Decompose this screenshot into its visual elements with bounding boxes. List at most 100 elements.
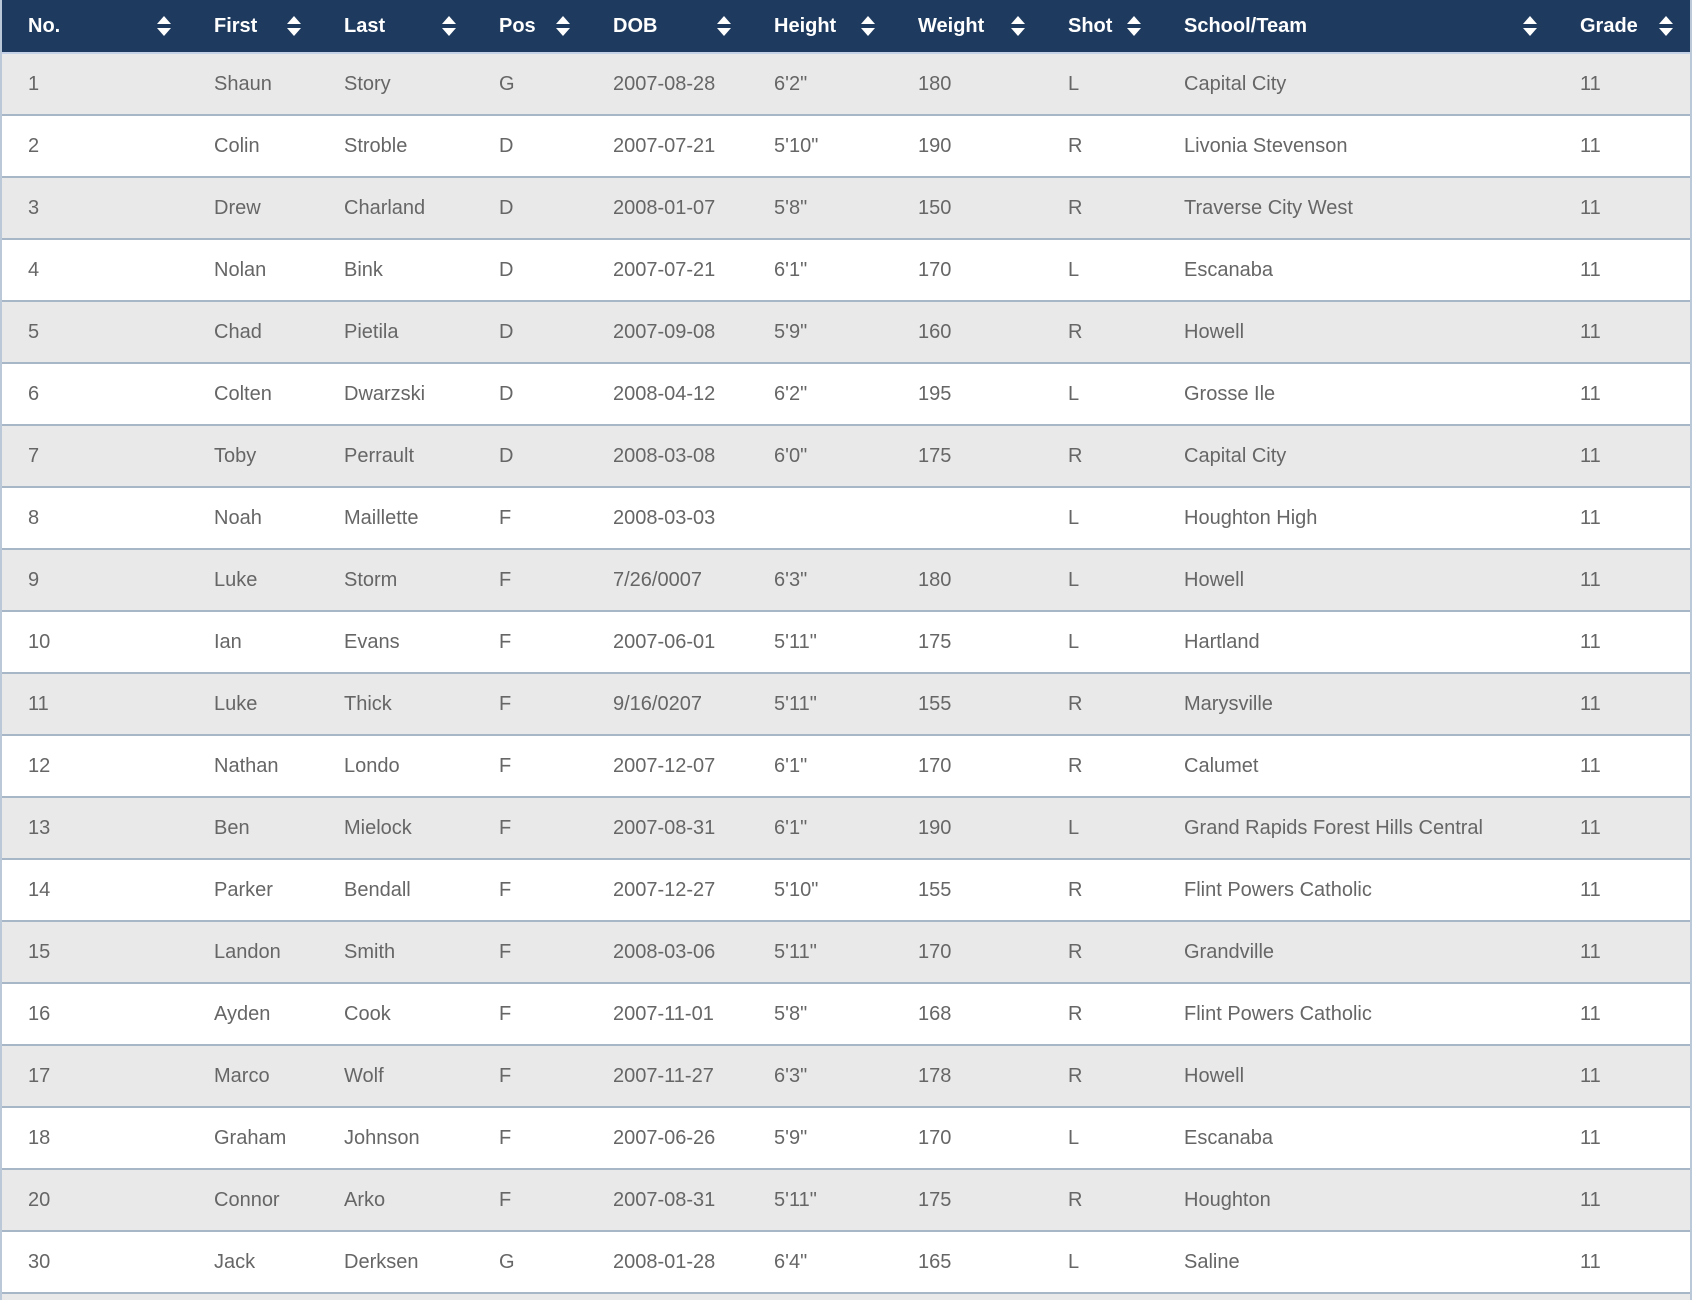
column-header-pos[interactable]: Pos — [473, 0, 587, 54]
column-header-first[interactable]: First — [188, 0, 318, 54]
cell-first: Ian — [188, 611, 318, 674]
cell-empty — [748, 1293, 892, 1300]
cell-dob: 2007-08-28 — [587, 53, 748, 116]
sort-down-arrow-icon — [717, 28, 731, 36]
cell-dob: 2008-01-28 — [587, 1231, 748, 1294]
cell-school-team: Saline — [1158, 1231, 1554, 1294]
cell-last: Cook — [318, 983, 473, 1046]
cell-height: 5'11" — [748, 611, 892, 674]
sort-up-arrow-icon — [861, 16, 875, 24]
cell-empty — [318, 1293, 473, 1300]
cell-grade: 11 — [1554, 859, 1690, 922]
cell-grade: 11 — [1554, 673, 1690, 736]
column-label-shot: Shot — [1068, 14, 1113, 37]
cell-last: Thick — [318, 673, 473, 736]
column-header-shot[interactable]: Shot — [1042, 0, 1158, 54]
table-row: 5 Chad Pietila D 2007-09-08 5'9" 160 R Howell 11 — [2, 301, 1690, 364]
cell-height: 5'11" — [748, 673, 892, 736]
cell-first: Nathan — [188, 735, 318, 798]
cell-dob: 2007-07-21 — [587, 239, 748, 302]
cell-no: 16 — [2, 983, 188, 1046]
column-header-grade[interactable]: Grade — [1554, 0, 1690, 54]
sort-both-icon — [717, 16, 732, 36]
cell-last: Smith — [318, 921, 473, 984]
cell-shot: L — [1042, 549, 1158, 612]
cell-no: 10 — [2, 611, 188, 674]
cell-height: 6'3" — [748, 1045, 892, 1108]
cell-dob: 2008-03-06 — [587, 921, 748, 984]
cell-last: Story — [318, 53, 473, 116]
cell-grade: 11 — [1554, 549, 1690, 612]
sort-down-arrow-icon — [1127, 28, 1141, 36]
cell-dob: 2008-01-07 — [587, 177, 748, 240]
cell-pos: F — [473, 487, 587, 550]
cell-dob: 2007-06-26 — [587, 1107, 748, 1170]
cell-school-team: Houghton High — [1158, 487, 1554, 550]
cell-pos: D — [473, 239, 587, 302]
cell-shot: L — [1042, 363, 1158, 426]
cell-shot: L — [1042, 797, 1158, 860]
table-row: 2 Colin Stroble D 2007-07-21 5'10" 190 R Livonia… — [2, 115, 1690, 178]
cell-weight: 168 — [892, 983, 1042, 1046]
cell-weight: 170 — [892, 239, 1042, 302]
table-row: 18 Graham Johnson F 2007-06-26 5'9" 170 L Escana… — [2, 1107, 1690, 1170]
cell-dob: 7/26/0007 — [587, 549, 748, 612]
cell-weight: 155 — [892, 859, 1042, 922]
column-header-school-team[interactable]: School/Team — [1158, 0, 1554, 54]
cell-shot: L — [1042, 611, 1158, 674]
cell-height — [748, 487, 892, 550]
cell-pos: D — [473, 425, 587, 488]
column-header-dob[interactable]: DOB — [587, 0, 748, 54]
column-header-weight[interactable]: Weight — [892, 0, 1042, 54]
cell-shot: R — [1042, 983, 1158, 1046]
cell-first: Ayden — [188, 983, 318, 1046]
cell-pos: F — [473, 1169, 587, 1232]
column-header-no[interactable]: No. — [2, 0, 188, 54]
table-header: No. First Last Pos DOB Height Weight Shot School… — [2, 0, 1690, 54]
table-row: 8 Noah Maillette F 2008-03-03 L Houghton High 1… — [2, 487, 1690, 550]
table-row: 15 Landon Smith F 2008-03-06 5'11" 170 R Grandvi… — [2, 921, 1690, 984]
cell-school-team: Howell — [1158, 1045, 1554, 1108]
cell-school-team: Capital City — [1158, 53, 1554, 116]
cell-first: Nolan — [188, 239, 318, 302]
table-row: 20 Connor Arko F 2007-08-31 5'11" 175 R Houghton… — [2, 1169, 1690, 1232]
cell-school-team: Howell — [1158, 549, 1554, 612]
sort-up-arrow-icon — [442, 16, 456, 24]
cell-height: 6'1" — [748, 797, 892, 860]
sort-up-arrow-icon — [157, 16, 171, 24]
cell-empty — [2, 1293, 188, 1300]
cell-pos: D — [473, 363, 587, 426]
column-label-first: First — [214, 14, 258, 37]
cell-shot: R — [1042, 115, 1158, 178]
cell-shot: L — [1042, 1107, 1158, 1170]
cell-height: 5'10" — [748, 859, 892, 922]
cell-pos: D — [473, 177, 587, 240]
cell-school-team: Flint Powers Catholic — [1158, 983, 1554, 1046]
cell-shot: R — [1042, 177, 1158, 240]
sort-both-icon — [556, 16, 571, 36]
cell-weight: 195 — [892, 363, 1042, 426]
sort-down-arrow-icon — [1011, 28, 1025, 36]
table-body: 1 Shaun Story G 2007-08-28 6'2" 180 L Capital Ci… — [2, 53, 1690, 1300]
cell-grade: 11 — [1554, 239, 1690, 302]
cell-shot: R — [1042, 859, 1158, 922]
cell-dob: 2007-09-08 — [587, 301, 748, 364]
cell-empty — [188, 1293, 318, 1300]
column-header-height[interactable]: Height — [748, 0, 892, 54]
cell-weight: 170 — [892, 1107, 1042, 1170]
cell-weight: 165 — [892, 1231, 1042, 1294]
cell-weight: 170 — [892, 735, 1042, 798]
cell-pos: F — [473, 735, 587, 798]
cell-dob: 2007-07-21 — [587, 115, 748, 178]
column-header-last[interactable]: Last — [318, 0, 473, 54]
table-row: 16 Ayden Cook F 2007-11-01 5'8" 168 R Flint Powe… — [2, 983, 1690, 1046]
table-row: 7 Toby Perrault D 2008-03-08 6'0" 175 R Capital … — [2, 425, 1690, 488]
cell-no: 20 — [2, 1169, 188, 1232]
cell-grade: 11 — [1554, 735, 1690, 798]
cell-first: Luke — [188, 549, 318, 612]
cell-no: 9 — [2, 549, 188, 612]
cell-first: Jack — [188, 1231, 318, 1294]
cell-weight: 175 — [892, 611, 1042, 674]
cell-last: Storm — [318, 549, 473, 612]
